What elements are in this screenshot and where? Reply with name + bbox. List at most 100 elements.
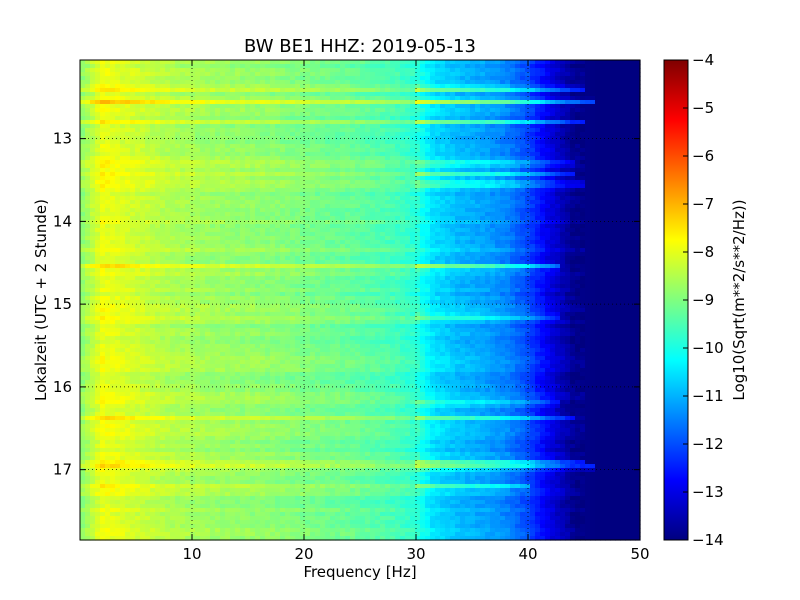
heatmap-cell [340, 112, 346, 117]
heatmap-cell [105, 232, 111, 237]
heatmap-cell [330, 116, 336, 121]
heatmap-cell [390, 228, 396, 233]
heatmap-cell [435, 212, 441, 217]
heatmap-cell [85, 160, 91, 165]
heatmap-cell [530, 84, 536, 89]
heatmap-cell [390, 156, 396, 161]
heatmap-cell [510, 104, 516, 109]
heatmap-cell [175, 156, 181, 161]
heatmap-cell [480, 168, 486, 173]
heatmap-cell [100, 228, 106, 233]
heatmap-cell [180, 208, 186, 213]
heatmap-cell [485, 140, 491, 145]
heatmap-cell [565, 220, 571, 225]
heatmap-cell [150, 140, 156, 145]
heatmap-cell [155, 72, 161, 77]
heatmap-cell [335, 108, 341, 113]
heatmap-cell [270, 232, 276, 237]
heatmap-cell [525, 168, 531, 173]
heatmap-cell [170, 116, 176, 121]
heatmap-cell [180, 116, 186, 121]
heatmap-cell [340, 104, 346, 109]
heatmap-cell [605, 160, 611, 165]
heatmap-cell [175, 72, 181, 77]
heatmap-cell [360, 228, 366, 233]
heatmap-cell [540, 140, 546, 145]
heatmap-cell [565, 232, 571, 237]
heatmap-cell [185, 148, 191, 153]
heatmap-cell [600, 204, 606, 209]
heatmap-cell [560, 204, 566, 209]
heatmap-cell [85, 136, 91, 141]
heatmap-cell [80, 132, 86, 137]
heatmap-cell [195, 64, 201, 69]
heatmap-cell [270, 60, 276, 65]
heatmap-cell [470, 132, 476, 137]
heatmap-cell [215, 204, 221, 209]
heatmap-cell [635, 108, 641, 113]
heatmap-cell [600, 92, 606, 97]
heatmap-cell [615, 84, 621, 89]
heatmap-cell [540, 136, 546, 141]
heatmap-cell [615, 180, 621, 185]
heatmap-cell [345, 232, 351, 237]
heatmap-cell [330, 124, 336, 129]
heatmap-cell [95, 204, 101, 209]
heatmap-cell [565, 116, 571, 121]
heatmap-cell [375, 116, 381, 121]
heatmap-cell [470, 164, 476, 169]
heatmap-cell [460, 112, 466, 117]
heatmap-cell [130, 132, 136, 137]
heatmap-cell [200, 84, 206, 89]
heatmap-cell [100, 152, 106, 157]
heatmap-cell [580, 72, 586, 77]
heatmap-cell [260, 64, 266, 69]
heatmap-cell [420, 160, 426, 165]
heatmap-cell [370, 200, 376, 205]
heatmap-cell [615, 72, 621, 77]
heatmap-cell [220, 168, 226, 173]
heatmap-cell [210, 132, 216, 137]
heatmap-cell [525, 208, 531, 213]
heatmap-cell [260, 216, 266, 221]
heatmap-cell [375, 168, 381, 173]
heatmap-cell [470, 64, 476, 69]
heatmap-cell [370, 224, 376, 229]
heatmap-cell [360, 96, 366, 101]
heatmap-cell [355, 60, 361, 65]
heatmap-cell [525, 100, 531, 105]
heatmap-cell [230, 68, 236, 73]
heatmap-cell [270, 168, 276, 173]
heatmap-cell [80, 92, 86, 97]
heatmap-cell [500, 180, 506, 185]
heatmap-cell [570, 128, 576, 133]
heatmap-cell [355, 208, 361, 213]
heatmap-cell [125, 224, 131, 229]
heatmap-cell [340, 132, 346, 137]
heatmap-cell [290, 208, 296, 213]
heatmap-cell [170, 128, 176, 133]
heatmap-cell [315, 228, 321, 233]
heatmap-cell [295, 60, 301, 65]
heatmap-cell [430, 212, 436, 217]
heatmap-cell [355, 80, 361, 85]
heatmap-cell [400, 152, 406, 157]
heatmap-cell [365, 180, 371, 185]
heatmap-cell [570, 100, 576, 105]
heatmap-cell [190, 124, 196, 129]
heatmap-cell [370, 212, 376, 217]
heatmap-cell [595, 108, 601, 113]
heatmap-cell [125, 168, 131, 173]
heatmap-cell [480, 76, 486, 81]
heatmap-cell [460, 228, 466, 233]
heatmap-cell [560, 192, 566, 197]
heatmap-cell [175, 196, 181, 201]
heatmap-cell [215, 232, 221, 237]
heatmap-cell [560, 224, 566, 229]
heatmap-cell [380, 164, 386, 169]
heatmap-cell [590, 124, 596, 129]
heatmap-cell [320, 236, 326, 241]
heatmap-cell [575, 100, 581, 105]
heatmap-cell [350, 228, 356, 233]
heatmap-cell [540, 232, 546, 237]
